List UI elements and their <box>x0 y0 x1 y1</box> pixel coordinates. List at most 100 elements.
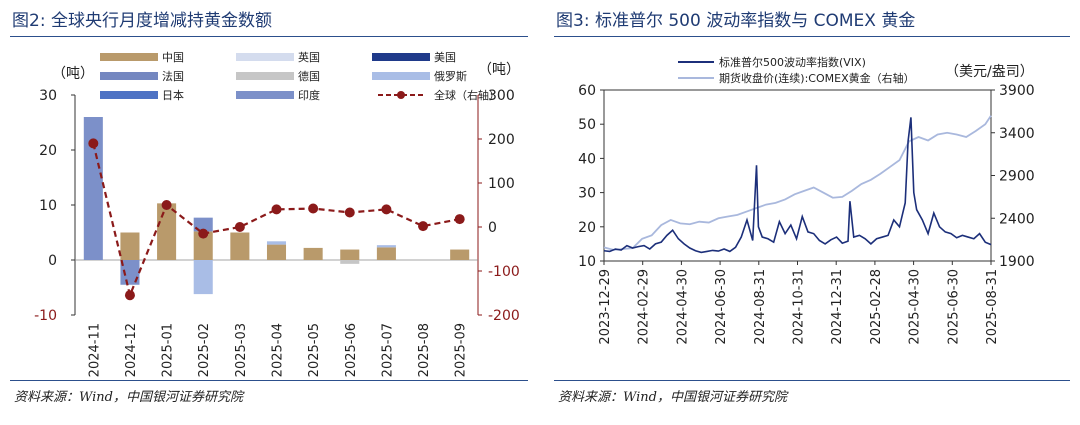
global-point <box>308 203 319 214</box>
global-point <box>344 207 355 218</box>
x-tick-label: 2024-10-31 <box>792 269 807 345</box>
global-point <box>418 221 429 232</box>
left-tick-label: 40 <box>578 151 596 167</box>
left-tick-label: 0 <box>48 253 57 269</box>
legend-swatch <box>372 72 430 80</box>
x-tick-label: 2025-06 <box>344 323 359 377</box>
bar-德国 <box>340 260 360 264</box>
global-point <box>161 200 172 210</box>
x-tick-label: 2024-04-30 <box>675 269 690 345</box>
left-tick-label: 20 <box>578 220 596 236</box>
legend-label: 俄罗斯 <box>434 70 467 83</box>
right-tick-label: 200 <box>488 132 515 148</box>
bar-中国 <box>157 203 177 260</box>
left-tick-label: 20 <box>39 143 57 159</box>
right-tick-label: -100 <box>488 264 520 280</box>
global-point <box>88 138 99 149</box>
legend-label: 美国 <box>434 51 456 64</box>
bar-中国 <box>230 232 250 260</box>
bar-俄罗斯 <box>193 260 213 295</box>
bar-中国 <box>193 231 213 260</box>
left-tick-label: 30 <box>39 88 57 104</box>
left-tick-label: 50 <box>578 117 596 133</box>
legend-label: 英国 <box>298 50 320 64</box>
x-tick-label: 2025-07 <box>380 323 395 377</box>
legend-swatch-point <box>397 91 405 99</box>
right-tick-label: 100 <box>488 176 515 192</box>
legend-label: 标准普尔500波动率指数(VIX) <box>719 55 866 69</box>
left-axis-unit: （吨） <box>52 66 94 82</box>
x-tick-label: 2024-02-29 <box>637 269 652 345</box>
legend-swatch <box>100 53 158 61</box>
x-tick-label: 2025-05 <box>307 323 322 377</box>
plot-frame <box>603 89 992 262</box>
legend-label: 中国 <box>162 51 184 64</box>
legend-label: 期货收盘价(连续):COMEX黄金（右轴） <box>719 71 915 85</box>
left-tick-label: 60 <box>578 83 596 99</box>
legend-label: 日本 <box>162 88 184 102</box>
bar-俄罗斯 <box>266 241 287 245</box>
legend-swatch <box>236 72 294 80</box>
x-tick-label: 2024-08-31 <box>753 269 768 345</box>
global-point <box>454 214 465 225</box>
legend-swatch <box>100 72 158 80</box>
figure2-source: 资料来源：Wind，中国银河证券研究院 <box>14 390 243 405</box>
bar-中国 <box>303 247 323 260</box>
figure3-source: 资料来源：Wind，中国银河证券研究院 <box>558 390 787 405</box>
x-tick-label: 2025-06-30 <box>946 269 961 345</box>
right-tick-label: 1900 <box>999 254 1035 270</box>
bar-中国 <box>266 244 287 260</box>
legend-label: 法国 <box>162 69 184 83</box>
global-point <box>271 204 282 215</box>
x-tick-label: 2025-08-31 <box>985 269 1000 345</box>
x-tick-label: 2024-06-30 <box>714 269 729 345</box>
figure2-bottom-rule <box>10 380 528 381</box>
bar-中国 <box>450 249 470 260</box>
global-point <box>198 228 209 239</box>
right-tick-label: 3900 <box>999 83 1035 99</box>
left-tick-label: -10 <box>34 308 57 324</box>
legend-swatch <box>100 91 158 99</box>
x-tick-label: 2025-09 <box>454 323 469 377</box>
gold-price-line <box>603 115 992 251</box>
right-tick-label: -200 <box>488 308 520 324</box>
figure2-title: 图2: 全球央行月度增减持黄金数额 <box>12 11 272 31</box>
bar-中国 <box>120 232 140 260</box>
x-tick-label: 2025-01 <box>161 323 176 377</box>
right-axis-unit: （美元/盎司） <box>945 64 1034 80</box>
x-tick-label: 2024-12 <box>124 323 139 377</box>
figure2-top-rule <box>10 36 528 37</box>
global-point <box>124 290 135 301</box>
x-tick-label: 2023-12-29 <box>598 269 613 345</box>
x-tick-label: 2025-08 <box>417 323 432 377</box>
left-tick-label: 30 <box>578 186 596 202</box>
legend-swatch <box>236 53 294 61</box>
right-tick-label: 2900 <box>999 169 1035 185</box>
bar-俄罗斯 <box>376 245 396 248</box>
bar-印度 <box>193 217 213 232</box>
x-tick-label: 2025-02 <box>197 323 212 377</box>
bar-中国 <box>376 247 396 260</box>
bar-中国 <box>340 249 360 260</box>
vix-line <box>603 117 992 254</box>
global-point <box>381 204 392 215</box>
figure3-top-rule <box>554 36 1070 37</box>
x-tick-label: 2025-04 <box>271 323 286 377</box>
x-tick-label: 2025-04-30 <box>908 269 923 345</box>
x-tick-label: 2024-11 <box>87 323 102 377</box>
bar-印度 <box>83 117 103 260</box>
legend-swatch <box>372 53 430 61</box>
legend-swatch <box>236 91 294 99</box>
legend-label: 德国 <box>298 69 320 83</box>
global-line <box>92 143 460 299</box>
left-tick-label: 10 <box>39 198 57 214</box>
x-tick-label: 2025-02-28 <box>869 269 884 345</box>
legend-label: 印度 <box>298 88 320 102</box>
legend-label: 全球（右轴） <box>434 88 500 102</box>
global-point <box>234 222 245 232</box>
x-tick-label: 2024-12-31 <box>830 269 845 345</box>
right-tick-label: 2400 <box>999 211 1035 227</box>
right-tick-label: 0 <box>488 220 497 236</box>
right-axis-unit: （吨） <box>478 62 520 78</box>
